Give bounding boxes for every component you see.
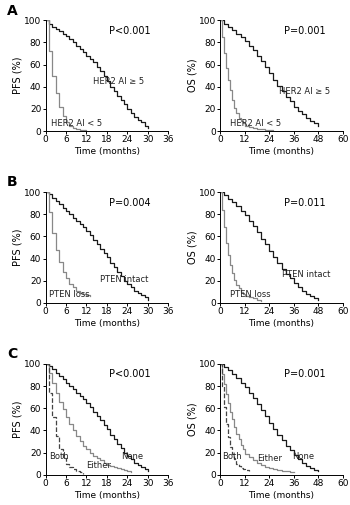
X-axis label: Time (months): Time (months) — [74, 319, 140, 328]
Text: Either: Either — [257, 454, 282, 464]
Text: A: A — [7, 4, 18, 18]
Text: HER2 AI < 5: HER2 AI < 5 — [230, 119, 281, 127]
Text: P=0.004: P=0.004 — [110, 197, 151, 208]
Y-axis label: OS (%): OS (%) — [187, 402, 197, 436]
Text: P=0.001: P=0.001 — [284, 369, 326, 379]
Text: HER2 AI ≥ 5: HER2 AI ≥ 5 — [93, 77, 145, 86]
Text: P<0.001: P<0.001 — [110, 26, 151, 36]
X-axis label: Time (months): Time (months) — [74, 491, 140, 499]
X-axis label: Time (months): Time (months) — [74, 147, 140, 156]
Text: HER2 AI < 5: HER2 AI < 5 — [51, 119, 102, 127]
Text: None: None — [292, 452, 314, 461]
Text: C: C — [7, 347, 17, 361]
Text: P<0.001: P<0.001 — [110, 369, 151, 379]
Text: PTEN loss: PTEN loss — [49, 290, 90, 299]
Text: PTEN intact: PTEN intact — [100, 275, 148, 284]
Text: Either: Either — [86, 461, 112, 470]
Text: Both: Both — [49, 452, 69, 461]
X-axis label: Time (months): Time (months) — [248, 319, 315, 328]
X-axis label: Time (months): Time (months) — [248, 147, 315, 156]
Text: Both: Both — [222, 452, 242, 461]
Text: None: None — [121, 452, 143, 461]
X-axis label: Time (months): Time (months) — [248, 491, 315, 499]
Y-axis label: PFS (%): PFS (%) — [13, 400, 23, 438]
Y-axis label: OS (%): OS (%) — [187, 231, 197, 264]
Y-axis label: OS (%): OS (%) — [187, 59, 197, 92]
Text: P=0.011: P=0.011 — [284, 197, 326, 208]
Text: PTEN intact: PTEN intact — [281, 270, 330, 279]
Text: PTEN loss: PTEN loss — [230, 290, 271, 299]
Text: B: B — [7, 176, 18, 189]
Text: P=0.001: P=0.001 — [284, 26, 326, 36]
Y-axis label: PFS (%): PFS (%) — [13, 229, 23, 266]
Text: HER2 AI ≥ 5: HER2 AI ≥ 5 — [280, 87, 331, 96]
Y-axis label: PFS (%): PFS (%) — [13, 57, 23, 94]
